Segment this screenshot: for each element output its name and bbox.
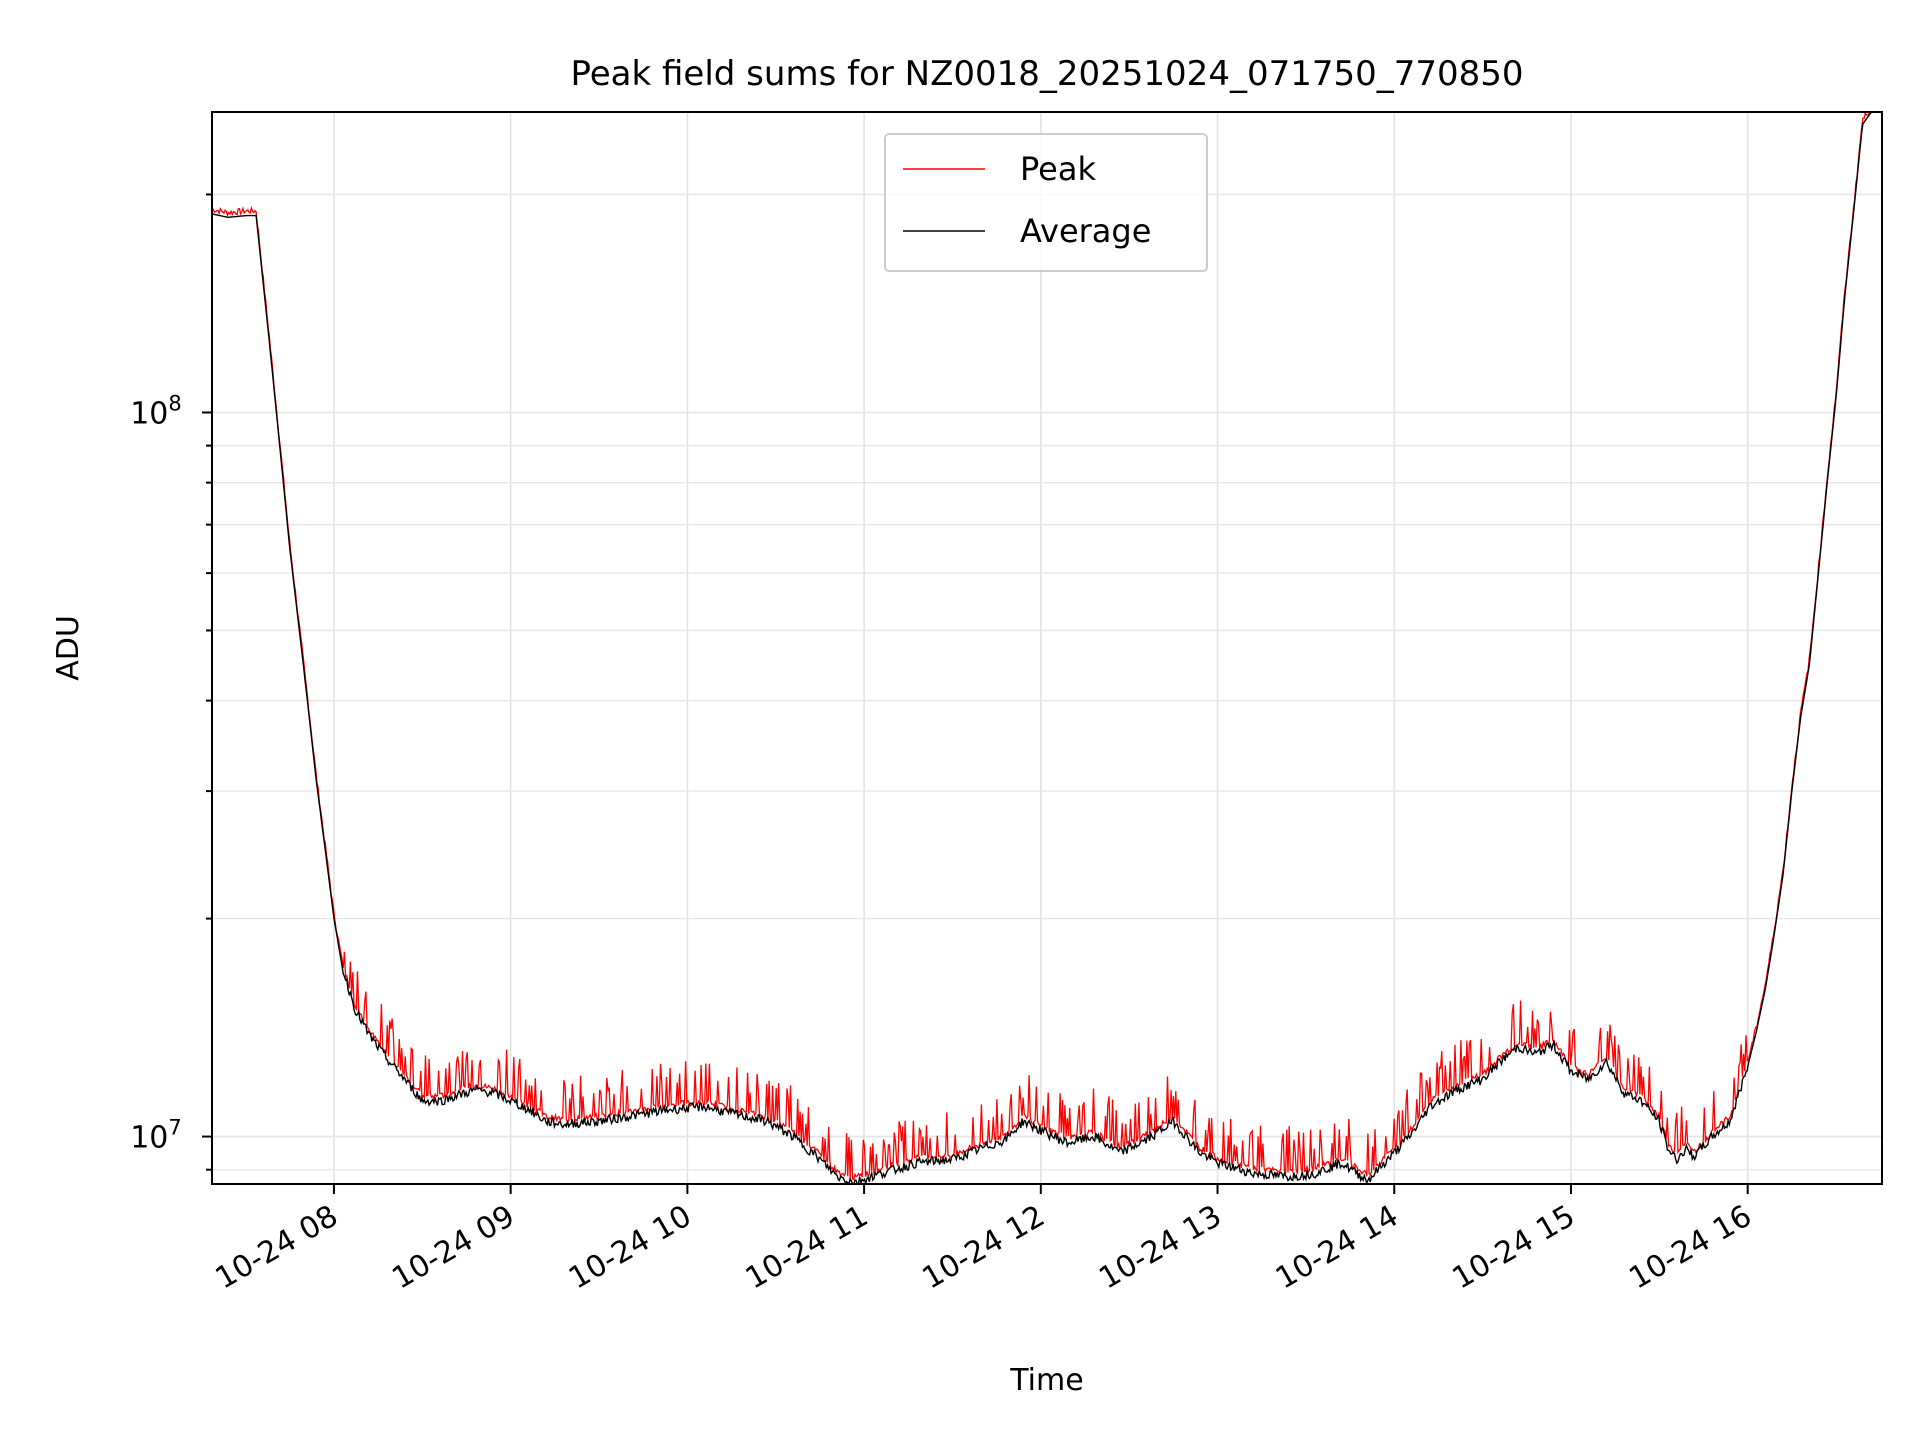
- y-axis: 107 108: [130, 193, 212, 1171]
- x-axis-label: Time: [1009, 1363, 1083, 1398]
- grid: [212, 112, 1882, 1184]
- chart-title: Peak field sums for NZ0018_20251024_0717…: [570, 54, 1523, 94]
- series-average-line: [212, 112, 1882, 1184]
- legend: Peak Average: [884, 133, 1208, 272]
- legend-average-label: Average: [1020, 212, 1151, 250]
- plot-frame: [211, 111, 1883, 1185]
- series-layer: [212, 112, 1882, 1184]
- y-axis-label: ADU: [51, 615, 86, 681]
- legend-peak-label: Peak: [1020, 150, 1096, 188]
- y-tick-label: 108: [130, 391, 182, 431]
- y-tick-label: 107: [130, 1116, 182, 1156]
- series-peak-line: [212, 112, 1882, 1181]
